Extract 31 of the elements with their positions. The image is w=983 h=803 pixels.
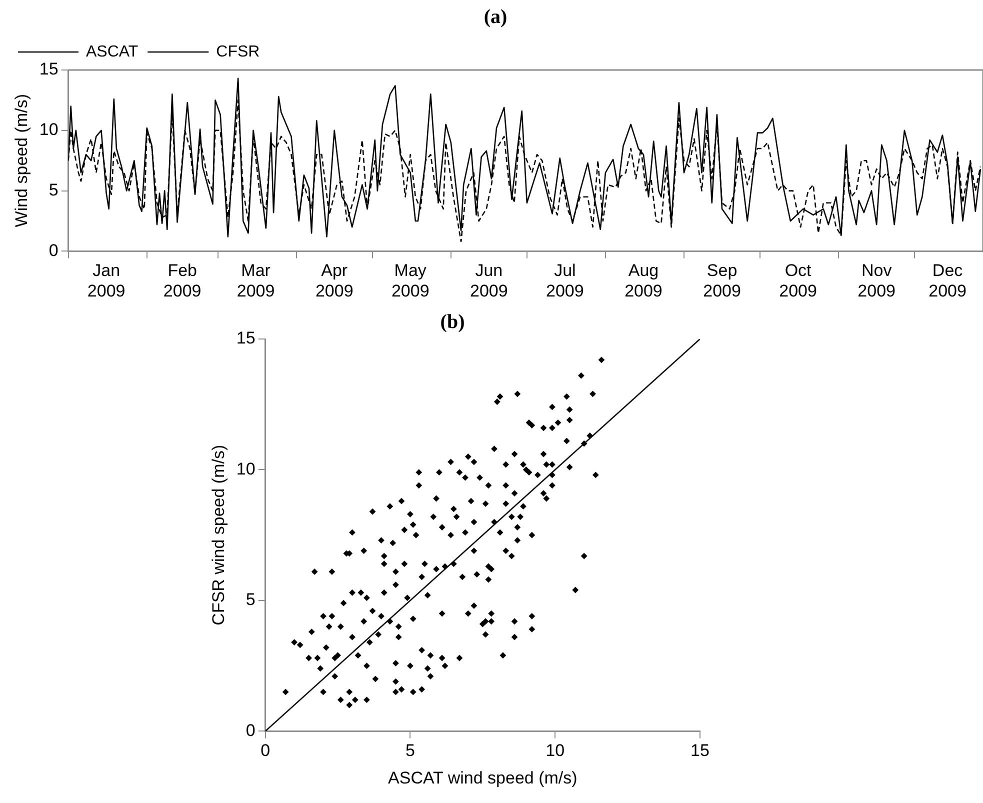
y-tick-label: 5 — [246, 590, 256, 610]
y-axis-title: Wind speed (m/s) — [12, 94, 31, 228]
x-tick-label: May 2009 — [391, 261, 430, 300]
x-tick-label: Dec 2009 — [928, 261, 966, 300]
y-tick-label: 5 — [48, 180, 58, 200]
x-tick-label: Jul 2009 — [546, 261, 584, 300]
y-tick-label: 10 — [39, 120, 58, 140]
x-tick-label: 5 — [405, 741, 415, 760]
y-tick-label: 15 — [39, 60, 58, 79]
x-tick-label: 15 — [690, 741, 710, 760]
y-tick-label: 0 — [48, 240, 58, 260]
x-tick-label: 0 — [260, 741, 270, 760]
chart-title: (a) — [484, 6, 508, 28]
x-tick-label: Oct 2009 — [779, 261, 817, 300]
x-tick-label: Aug 2009 — [624, 261, 662, 300]
x-tick-label: Jan 2009 — [87, 261, 126, 300]
x-tick-label: Jun 2009 — [470, 261, 508, 300]
x-tick-label: Sep 2009 — [703, 261, 741, 300]
legend-label: ASCAT — [86, 43, 138, 60]
x-tick-label: 10 — [546, 741, 565, 760]
x-tick-label: Feb 2009 — [163, 261, 202, 300]
x-tick-label: Nov 2009 — [858, 261, 896, 300]
x-tick-label: Apr 2009 — [315, 261, 354, 300]
chart-title: (b) — [440, 311, 465, 334]
x-axis-title: ASCAT wind speed (m/s) — [388, 768, 578, 788]
y-tick-label: 15 — [236, 328, 256, 348]
legend-label: CFSR — [216, 43, 260, 60]
y-tick-label: 10 — [236, 459, 256, 478]
y-tick-label: 0 — [246, 720, 256, 740]
y-axis-title: CFSR wind speed (m/s) — [208, 444, 228, 626]
x-tick-label: Mar 2009 — [236, 261, 275, 300]
